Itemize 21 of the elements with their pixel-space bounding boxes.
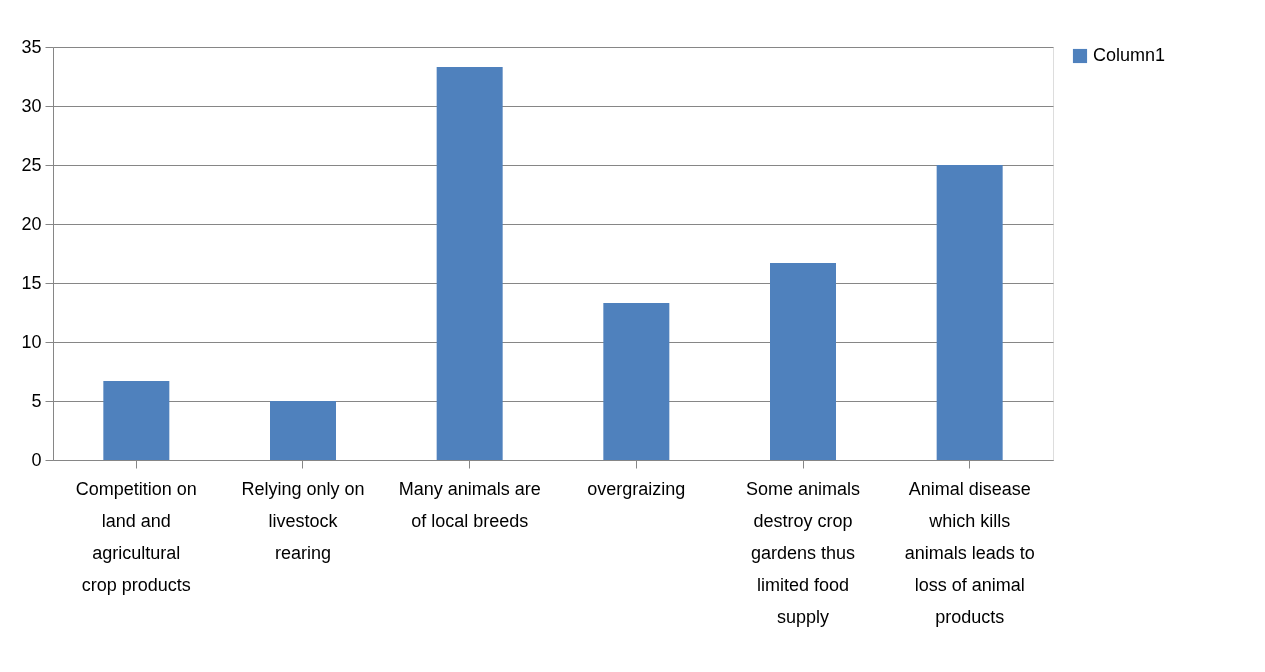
- x-tick-label: Competition on land and agricultural crop products: [75, 478, 197, 595]
- y-tick-label: 5: [31, 390, 42, 411]
- bar: [936, 165, 1003, 460]
- y-tick-label: 25: [21, 154, 42, 175]
- x-tick-label: Some animals destroy crop gardens thus limited food supply: [745, 478, 861, 627]
- y-tick-label: 20: [21, 213, 42, 234]
- y-tick-label: 30: [21, 95, 42, 116]
- x-tick-label: Many animals are of local breeds: [398, 478, 541, 531]
- bar: [603, 303, 670, 460]
- x-tick-label: Relying only on livestock rearing: [241, 478, 365, 563]
- bar: [436, 67, 503, 460]
- x-tick-label: overgraizing: [587, 478, 686, 499]
- y-tick-label: 0: [31, 449, 42, 470]
- y-tick-label: 35: [21, 36, 42, 57]
- bar: [103, 380, 170, 460]
- y-tick-label: 10: [21, 331, 42, 352]
- x-tick-label: Animal disease which kills animals leads to loss of animal products: [904, 478, 1035, 627]
- y-tick-label: 15: [21, 272, 42, 293]
- legend-label: Column1: [1093, 45, 1166, 65]
- bar: [270, 401, 336, 460]
- bar: [770, 262, 836, 460]
